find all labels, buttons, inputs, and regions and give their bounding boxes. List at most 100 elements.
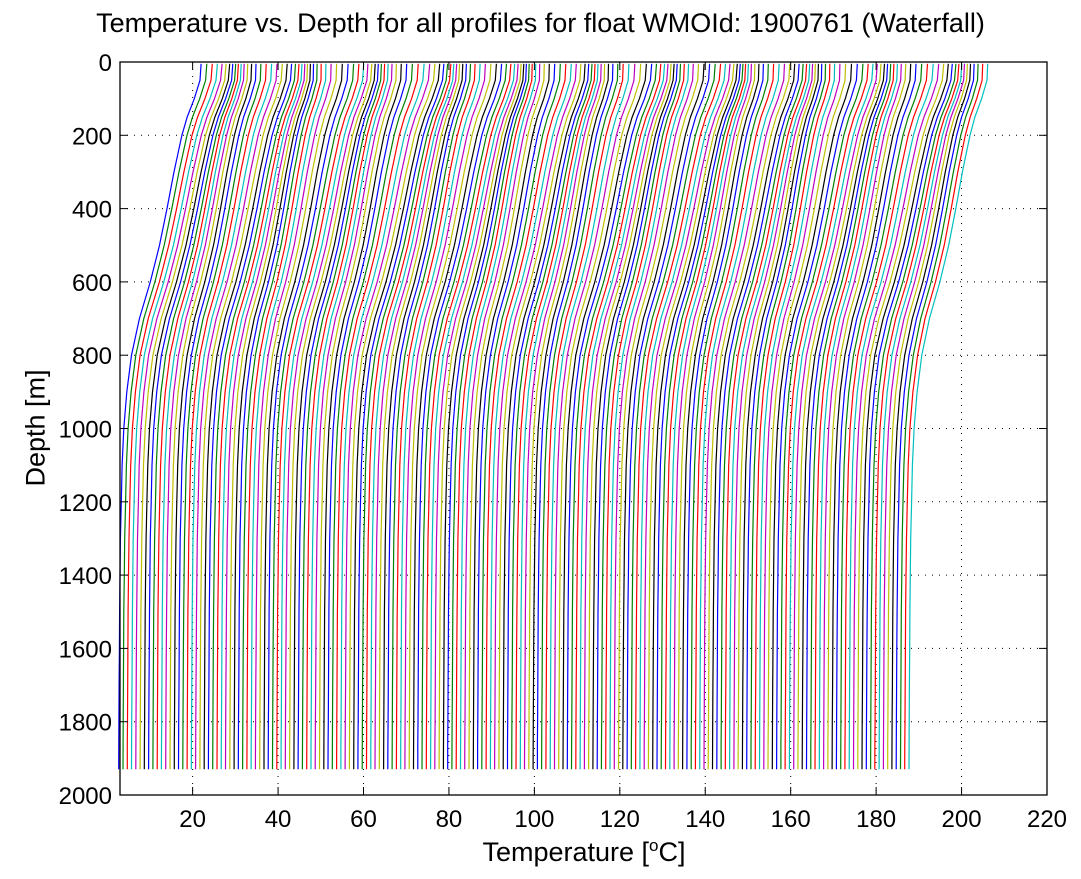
profile-line [297, 63, 379, 770]
profile-line [502, 63, 586, 770]
profile-line [887, 63, 968, 770]
profile-line [690, 63, 769, 770]
profile-line [468, 63, 545, 770]
profile-line [250, 63, 327, 770]
profile-line [899, 63, 979, 770]
profile-line [357, 63, 445, 770]
profile-line [135, 63, 223, 770]
profile-line [865, 63, 953, 770]
profile-line [421, 63, 508, 770]
profile-line [703, 63, 786, 770]
profile-line [271, 63, 355, 770]
profile-line [177, 63, 257, 770]
profile-line [857, 63, 945, 770]
profile-line [169, 63, 249, 770]
profile-line [182, 63, 262, 770]
profile-line [656, 63, 741, 770]
profile-line [592, 63, 675, 770]
profile-line [412, 63, 497, 770]
profile-line [237, 63, 315, 770]
profile-line [750, 63, 827, 770]
profile-line [417, 63, 503, 770]
profile-line [459, 63, 537, 770]
profile-line [532, 63, 610, 770]
profile-line [173, 63, 253, 770]
profile-line [485, 63, 567, 770]
profile-line [835, 63, 917, 770]
profile-line [220, 63, 303, 770]
profile-line [566, 63, 653, 770]
profile-line [523, 63, 602, 770]
profile-line [327, 63, 408, 770]
profile-line [716, 63, 800, 770]
x-tick-label: 60 [350, 806, 377, 833]
profile-line [494, 63, 577, 770]
x-axis-label-degree: o [649, 836, 659, 855]
profile-line [160, 63, 242, 770]
profile-line [622, 63, 705, 770]
profile-line [472, 63, 550, 770]
profile-line [374, 63, 458, 770]
profile-line [233, 63, 311, 770]
profile-line [669, 63, 749, 770]
profile-line [528, 63, 606, 770]
x-axis-label-text: Temperature [ [482, 837, 650, 867]
profile-line [737, 63, 816, 770]
profile-line [536, 63, 614, 770]
profile-line [378, 63, 461, 770]
profile-line [579, 63, 666, 770]
profile-line [814, 63, 895, 770]
profile-line [395, 63, 476, 770]
profile-line [707, 63, 791, 770]
y-axis-label: Depth [m] [20, 369, 51, 487]
y-tick-label: 1600 [59, 636, 112, 663]
profile-line [609, 63, 690, 770]
profile-line [784, 63, 869, 770]
profile-line [276, 63, 360, 770]
profile-line [267, 63, 349, 770]
profile-line [643, 63, 731, 770]
profile-line [848, 63, 934, 770]
profile-line [699, 63, 780, 770]
y-tick-label: 400 [72, 197, 112, 224]
profile-line [694, 63, 775, 770]
profile-line [361, 63, 449, 770]
profile-line [477, 63, 556, 770]
profile-line [126, 63, 213, 770]
profile-line [600, 63, 682, 770]
profile-line [729, 63, 811, 770]
profile-line [336, 63, 419, 770]
profile-line [630, 63, 716, 770]
profile-line [810, 63, 892, 770]
profile-line [549, 63, 630, 770]
x-axis-label-unit: C] [658, 837, 686, 867]
profile-line [746, 63, 823, 770]
profile-line [515, 63, 596, 770]
profile-line [199, 63, 283, 770]
profile-line [882, 63, 966, 770]
profile-line [224, 63, 306, 770]
x-tick-label: 200 [942, 806, 982, 833]
profile-line [442, 63, 525, 770]
profile-line [797, 63, 882, 770]
profile-line [861, 63, 949, 770]
x-tick-label: 20 [179, 806, 206, 833]
profile-line [152, 63, 237, 770]
profile-line [391, 63, 472, 770]
profile-line [259, 63, 338, 770]
profile-line [464, 63, 541, 770]
profile-line [553, 63, 636, 770]
profile-line [348, 63, 436, 770]
profile-line [891, 63, 972, 770]
profile-line [840, 63, 923, 770]
profile-line [489, 63, 572, 770]
profile-line [805, 63, 889, 770]
profile-line [635, 63, 722, 770]
grid-lines [120, 61, 1048, 796]
profile-line [404, 63, 486, 770]
profile-line [293, 63, 376, 770]
profile-line [212, 63, 297, 770]
profile-line [434, 63, 519, 770]
